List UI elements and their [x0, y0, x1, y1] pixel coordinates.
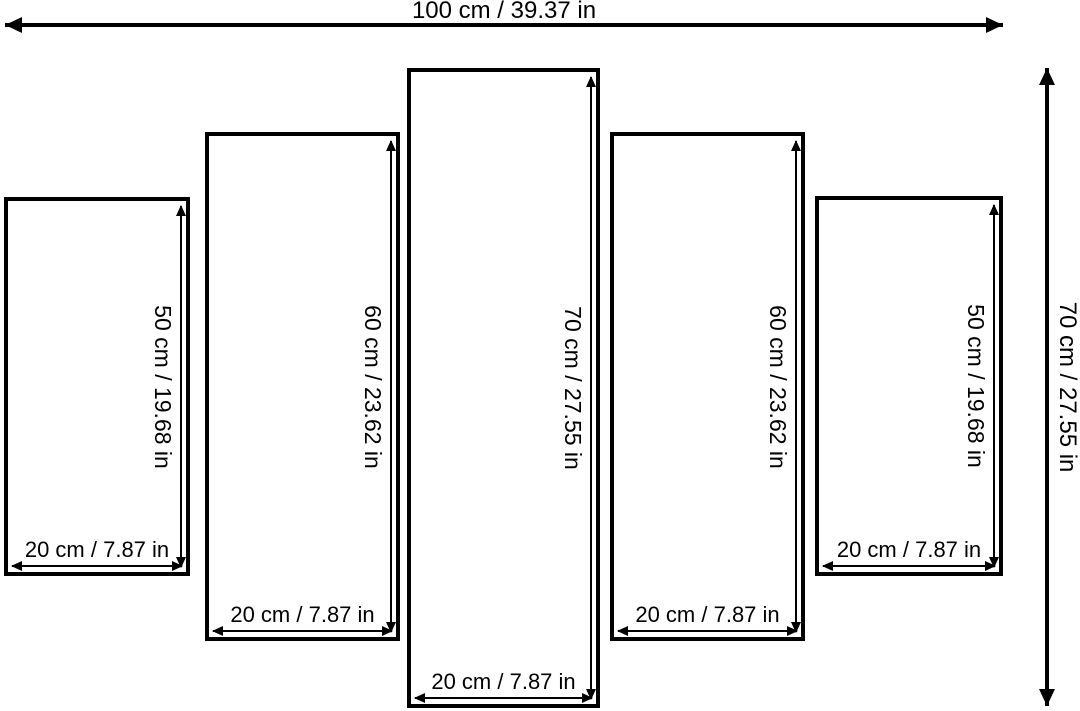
- panel-4-height-arrow: [795, 141, 797, 632]
- panel-4-width-arrow: [618, 630, 797, 632]
- panel-2-width-dimension: 20 cm / 7.87 in: [213, 603, 392, 632]
- panel-3-width-dimension: 20 cm / 7.87 in: [415, 670, 592, 699]
- overall-height-label: 70 cm / 27.55 in: [1054, 301, 1080, 473]
- panel-3-height-label: 70 cm / 27.55 in: [560, 306, 586, 470]
- panel-3: 70 cm / 27.55 in 20 cm / 7.87 in: [407, 68, 600, 708]
- panel-5-width-label: 20 cm / 7.87 in: [836, 537, 982, 562]
- panel-1-width-label: 20 cm / 7.87 in: [24, 537, 170, 562]
- panel-1-height-arrow: [180, 206, 182, 567]
- panel-3-width-label: 20 cm / 7.87 in: [431, 669, 576, 694]
- overall-height-arrow: [1045, 68, 1049, 706]
- panel-5-width-arrow: [823, 565, 995, 567]
- panel-1-height-label: 50 cm / 19.68 in: [150, 304, 176, 469]
- panel-2-height-label: 60 cm / 23.62 in: [360, 304, 386, 469]
- panel-2-height-arrow: [390, 141, 392, 632]
- panel-4: 60 cm / 23.62 in 20 cm / 7.87 in: [610, 132, 805, 641]
- panel-3-width-arrow: [415, 697, 592, 699]
- panel-2: 60 cm / 23.62 in 20 cm / 7.87 in: [205, 132, 400, 641]
- panel-5-height-label: 50 cm / 19.68 in: [963, 304, 989, 468]
- panel-3-height-arrow: [590, 77, 592, 699]
- panel-1-width-arrow: [12, 565, 182, 567]
- panel-5-width-dimension: 20 cm / 7.87 in: [823, 538, 995, 567]
- panel-2-width-label: 20 cm / 7.87 in: [230, 602, 375, 627]
- panel-1-width-dimension: 20 cm / 7.87 in: [12, 538, 182, 567]
- overall-width-arrow: [5, 23, 1003, 27]
- panel-4-width-dimension: 20 cm / 7.87 in: [618, 603, 797, 632]
- panel-5-height-arrow: [993, 205, 995, 567]
- panel-4-height-label: 60 cm / 23.62 in: [765, 304, 791, 469]
- overall-width-label: 100 cm / 39.37 in: [411, 0, 597, 24]
- panel-4-width-label: 20 cm / 7.87 in: [635, 602, 780, 627]
- panel-1: 50 cm / 19.68 in 20 cm / 7.87 in: [4, 197, 190, 576]
- panel-5: 50 cm / 19.68 in 20 cm / 7.87 in: [815, 196, 1003, 576]
- panel-2-width-arrow: [213, 630, 392, 632]
